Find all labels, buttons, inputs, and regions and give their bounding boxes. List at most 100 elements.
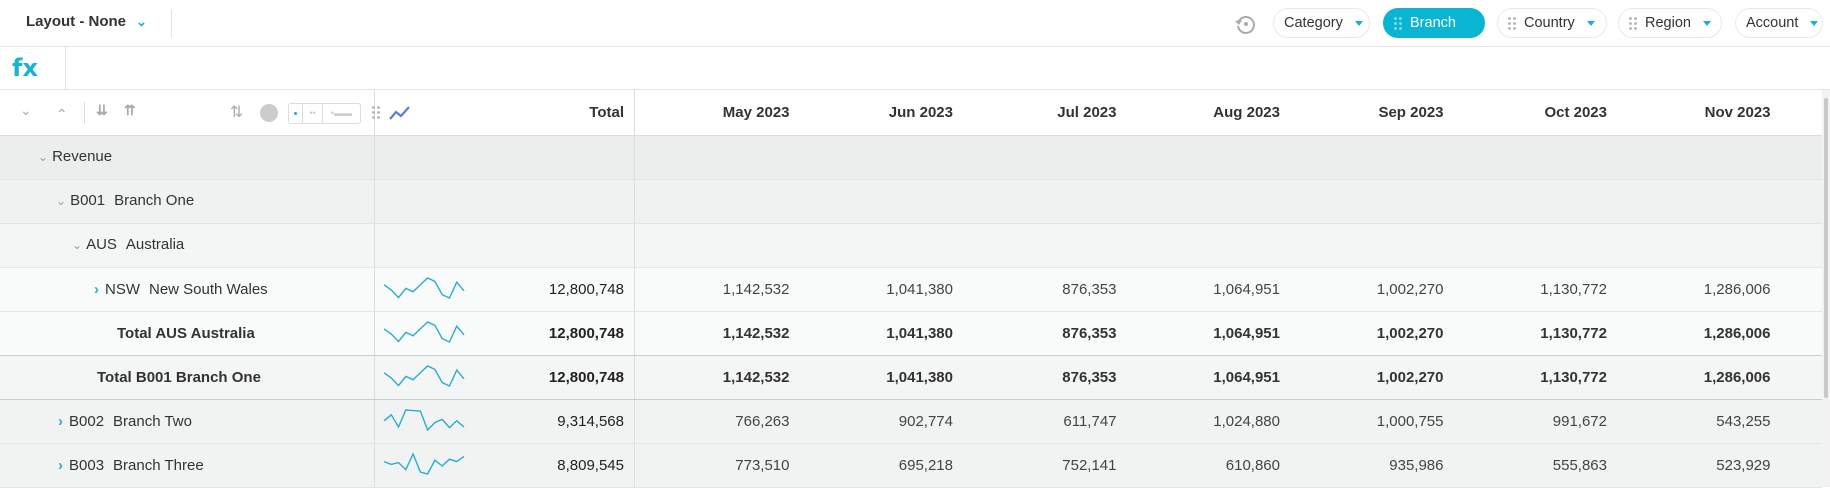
chevron-right-icon[interactable]: › [58,457,63,474]
filter-pill-account[interactable]: Account [1735,8,1823,38]
chevron-down-icon[interactable]: ⌄ [72,237,83,252]
compress-rows-icon[interactable]: ⇅ [230,104,244,121]
collapse-all-icon[interactable]: ⇊ [96,102,108,118]
row-name: Total AUS Australia [117,325,255,342]
month-header[interactable]: Sep 2023 [1378,104,1444,121]
value-cell[interactable]: 610,860 [1225,457,1280,474]
value-cell[interactable]: 876,353 [1062,369,1117,386]
filter-pill-label: Account [1746,15,1799,31]
layout-label: Layout - None [26,13,126,30]
value-cell[interactable]: 1,064,951 [1213,325,1280,342]
value-cell[interactable]: 876,353 [1062,325,1117,342]
chevron-down-icon[interactable]: ⌄ [38,149,49,164]
collapse-icon[interactable]: ⌄ [20,102,32,118]
value-cell[interactable]: 1,041,380 [886,281,953,298]
total-cell: 12,800,748 [375,268,635,311]
drag-handle-icon[interactable] [1394,16,1402,30]
filter-pill-branch[interactable]: Branch [1383,8,1485,38]
row-total: 12,800,748 [548,325,624,342]
row-total: 8,809,545 [557,457,624,474]
value-cell[interactable]: 1,142,532 [722,325,790,342]
vertical-scrollbar[interactable] [1822,90,1830,487]
expand-up-icon[interactable]: ⌃ [56,106,68,122]
value-cell[interactable]: 1,286,006 [1703,325,1771,342]
chevron-right-icon[interactable]: › [58,413,63,430]
history-reset-icon[interactable] [1234,13,1256,35]
value-cell[interactable]: 1,000,755 [1376,413,1444,430]
value-cell[interactable]: 1,142,532 [722,369,790,386]
value-cell[interactable]: 1,286,006 [1703,369,1771,386]
chevron-down-icon: ⌄ [136,13,147,29]
value-cell[interactable]: 1,002,270 [1376,369,1444,386]
value-cell[interactable]: 1,002,270 [1376,281,1444,298]
value-cell[interactable]: 523,929 [1716,457,1771,474]
value-cell[interactable]: 1,130,772 [1540,325,1607,342]
divider [65,47,66,90]
expand-all-icon[interactable]: ⇈ [124,102,136,118]
sparkline [383,409,465,432]
value-cell[interactable]: 1,064,951 [1213,281,1280,298]
value-cell[interactable]: 1,002,270 [1376,325,1444,342]
chevron-down-icon[interactable]: ⌄ [56,193,67,208]
value-cell[interactable]: 1,142,532 [722,281,790,298]
drag-handle-icon[interactable] [1629,16,1637,30]
row-code: AUS [86,236,117,253]
value-cell[interactable]: 1,130,772 [1540,281,1607,298]
value-cell[interactable]: 991,672 [1552,413,1607,430]
row-name: Branch One [114,192,195,209]
row-total: 12,800,748 [548,369,624,386]
month-header[interactable]: Nov 2023 [1704,104,1771,121]
value-cell[interactable]: 1,041,380 [886,369,953,386]
value-cell[interactable]: 1,286,006 [1703,281,1771,298]
filter-pill-category[interactable]: Category [1273,8,1370,38]
header-tools: ⌄ ⌃ ⇊ ⇈ ⇅ •• •▬▬ [0,90,410,135]
value-cell[interactable]: 752,141 [1062,457,1117,474]
caret-down-icon [1810,20,1819,26]
value-cell[interactable]: 611,747 [1063,413,1117,430]
value-cell[interactable]: 773,510 [735,457,790,474]
layout-dropdown[interactable]: Layout - None ⌄ [26,13,147,30]
value-cell[interactable]: 543,255 [1716,413,1771,430]
value-cell[interactable]: 555,863 [1552,457,1607,474]
header-total: Total [375,90,635,135]
value-cell[interactable]: 902,774 [898,413,953,430]
divider [171,10,172,37]
month-header[interactable]: May 2023 [722,104,790,121]
caret-down-icon [1354,20,1363,26]
scrollbar-thumb[interactable] [1824,98,1828,398]
month-header[interactable]: Jun 2023 [888,104,953,121]
row-total: 9,314,568 [557,413,624,430]
table-row: ⌄ AUS Australia [0,224,1822,268]
sparkline-line [383,321,465,343]
month-header[interactable]: Oct 2023 [1544,104,1607,121]
row-label: ⌄ Revenue [0,136,375,179]
sparkline-toggle-icon[interactable] [388,104,412,122]
table-row: › NSW New South Wales 12,800,748 1,142,532 1,… [0,268,1822,312]
row-label: › B003 Branch Three [0,444,375,487]
sort-toggle-icon[interactable] [260,104,278,122]
value-cell[interactable]: 766,263 [735,413,790,430]
drag-handle-icon[interactable] [372,106,380,119]
sparkline [383,452,465,475]
value-cell[interactable]: 1,041,380 [886,325,953,342]
value-cell[interactable]: 1,024,880 [1213,413,1280,430]
value-cell[interactable]: 1,130,772 [1540,369,1607,386]
sparkline-line [383,277,465,299]
value-cell[interactable]: 695,218 [898,457,953,474]
filter-pill-region[interactable]: Region [1618,8,1722,38]
filter-pill-label: Branch [1410,15,1456,31]
row-code: B002 [69,413,105,430]
value-cell[interactable]: 935,986 [1389,457,1444,474]
density-selector[interactable]: •• •▬▬ [288,103,361,124]
row-label: › NSW New South Wales [0,268,375,311]
value-cell[interactable]: 1,064,951 [1213,369,1280,386]
month-header[interactable]: Jul 2023 [1057,104,1117,121]
filter-pill-country[interactable]: Country [1497,8,1607,38]
filter-pill-label: Country [1524,15,1575,31]
pivot-grid: ⌄ ⌃ ⇊ ⇈ ⇅ •• •▬▬ Total May 2023 Jun 2023 J… [0,90,1822,488]
chevron-right-icon[interactable]: › [94,281,99,298]
value-cell[interactable]: 876,353 [1062,281,1117,298]
month-header[interactable]: Aug 2023 [1213,104,1280,121]
sparkline [383,321,465,343]
drag-handle-icon[interactable] [1508,16,1516,30]
